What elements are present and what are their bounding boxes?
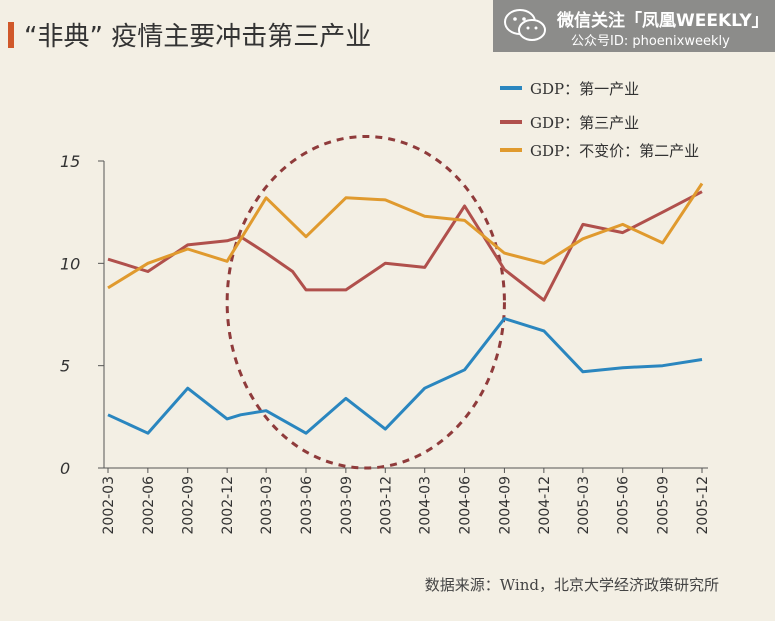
y-tick-label: 15 xyxy=(60,152,80,171)
brand-name: 微信关注「凤凰WEEKLY」 xyxy=(557,11,769,31)
x-tick-label: 2005-09 xyxy=(656,476,672,535)
x-tick-label: 2005-12 xyxy=(695,476,711,535)
x-tick-label: 2003-03 xyxy=(259,476,275,535)
x-tick-label: 2002-09 xyxy=(181,476,197,535)
y-tick-label: 10 xyxy=(60,254,80,273)
data-source-note: 数据来源：Wind，北京大学经济政策研究所 xyxy=(424,576,719,594)
x-tick-labels: 2002-03 2002-06 2002-09 2002-12 2003-03 2003-… xyxy=(101,476,711,535)
x-tick-label: 2005-06 xyxy=(616,476,632,535)
y-tick-labels: 0 5 10 15 xyxy=(60,152,80,478)
series-line-2 xyxy=(107,182,704,290)
legend-swatch xyxy=(500,148,522,152)
legend-label: GDP：第三产业 xyxy=(530,114,640,132)
chart-axes xyxy=(98,160,708,473)
wechat-icon xyxy=(504,9,546,41)
brand-account-id: 公众号ID: phoenixweekly xyxy=(571,34,730,49)
x-tick-label: 2004-12 xyxy=(537,476,553,535)
x-tick-label: 2005-03 xyxy=(576,476,592,535)
y-tick-label: 5 xyxy=(60,357,70,376)
highlight-ellipse xyxy=(225,134,506,470)
series-line-0 xyxy=(107,317,703,435)
legend-label: GDP：第一产业 xyxy=(530,80,640,98)
x-tick-label: 2002-06 xyxy=(141,476,157,535)
brand-banner: 微信关注「凤凰WEEKLY」 公众号ID: phoenixweekly xyxy=(493,0,775,52)
chart-title: “非典” 疫情主要冲击第三产业 xyxy=(24,22,372,52)
chart-annotation xyxy=(225,134,506,470)
x-tick-label: 2002-12 xyxy=(220,476,236,535)
title-accent-bar xyxy=(8,22,14,48)
x-tick-label: 2004-03 xyxy=(418,476,434,535)
x-tick-label: 2004-09 xyxy=(497,476,513,535)
legend-swatch xyxy=(500,120,522,124)
x-tick-label: 2003-09 xyxy=(339,476,355,535)
x-tick-label: 2004-06 xyxy=(458,476,474,535)
chart-lines xyxy=(107,182,704,435)
x-tick-label: 2003-06 xyxy=(299,476,315,535)
x-tick-label: 2002-03 xyxy=(101,476,117,535)
series-line-1 xyxy=(107,190,703,302)
legend-swatch xyxy=(500,86,522,90)
y-tick-label: 0 xyxy=(60,459,70,478)
legend-label: GDP：不变价：第二产业 xyxy=(530,142,700,160)
x-tick-label: 2003-12 xyxy=(378,476,394,535)
